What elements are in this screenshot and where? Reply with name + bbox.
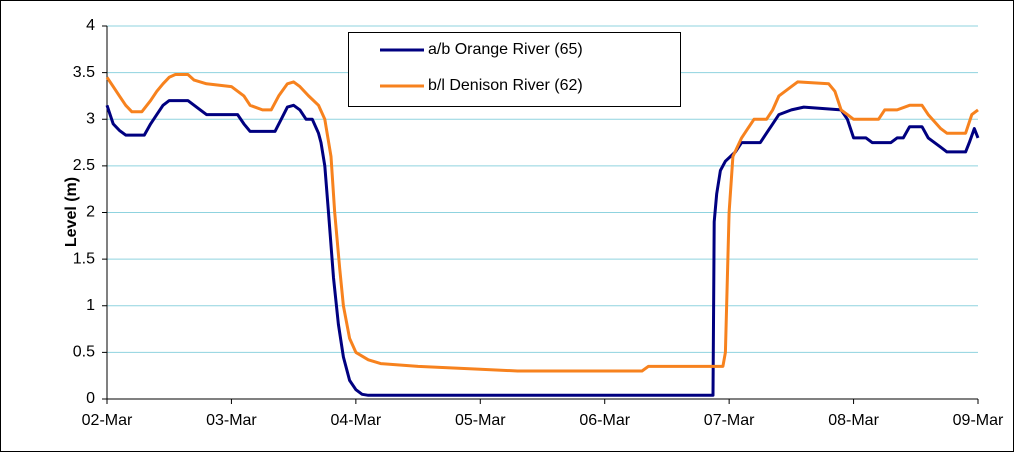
y-tick-label: 0.5 bbox=[73, 344, 95, 361]
x-tick-label: 05-Mar bbox=[455, 412, 506, 429]
y-tick-label: 3 bbox=[86, 110, 95, 127]
y-tick-label: 2 bbox=[86, 204, 95, 221]
y-tick-label: 1 bbox=[86, 297, 95, 314]
y-tick-label: 1.5 bbox=[73, 250, 95, 267]
series-line bbox=[105, 99, 980, 397]
y-tick-label: 3.5 bbox=[73, 64, 95, 81]
legend-box bbox=[348, 32, 681, 107]
x-tick-label: 02-Mar bbox=[82, 412, 133, 429]
y-tick-label: 0 bbox=[86, 390, 95, 407]
x-tick-label: 07-Mar bbox=[704, 412, 755, 429]
y-axis-label: Level (m) bbox=[63, 177, 80, 247]
x-tick-label: 08-Mar bbox=[828, 412, 879, 429]
legend-label: a/b Orange River (65) bbox=[428, 41, 583, 58]
y-tick-label: 4 bbox=[86, 17, 95, 34]
x-tick-label: 06-Mar bbox=[579, 412, 630, 429]
series-line bbox=[105, 73, 979, 373]
legend-label: b/l Denison River (62) bbox=[428, 77, 583, 94]
y-tick-label: 2.5 bbox=[73, 157, 95, 174]
x-tick-label: 03-Mar bbox=[206, 412, 257, 429]
x-tick-label: 09-Mar bbox=[953, 412, 1004, 429]
x-tick-label: 04-Mar bbox=[331, 412, 382, 429]
